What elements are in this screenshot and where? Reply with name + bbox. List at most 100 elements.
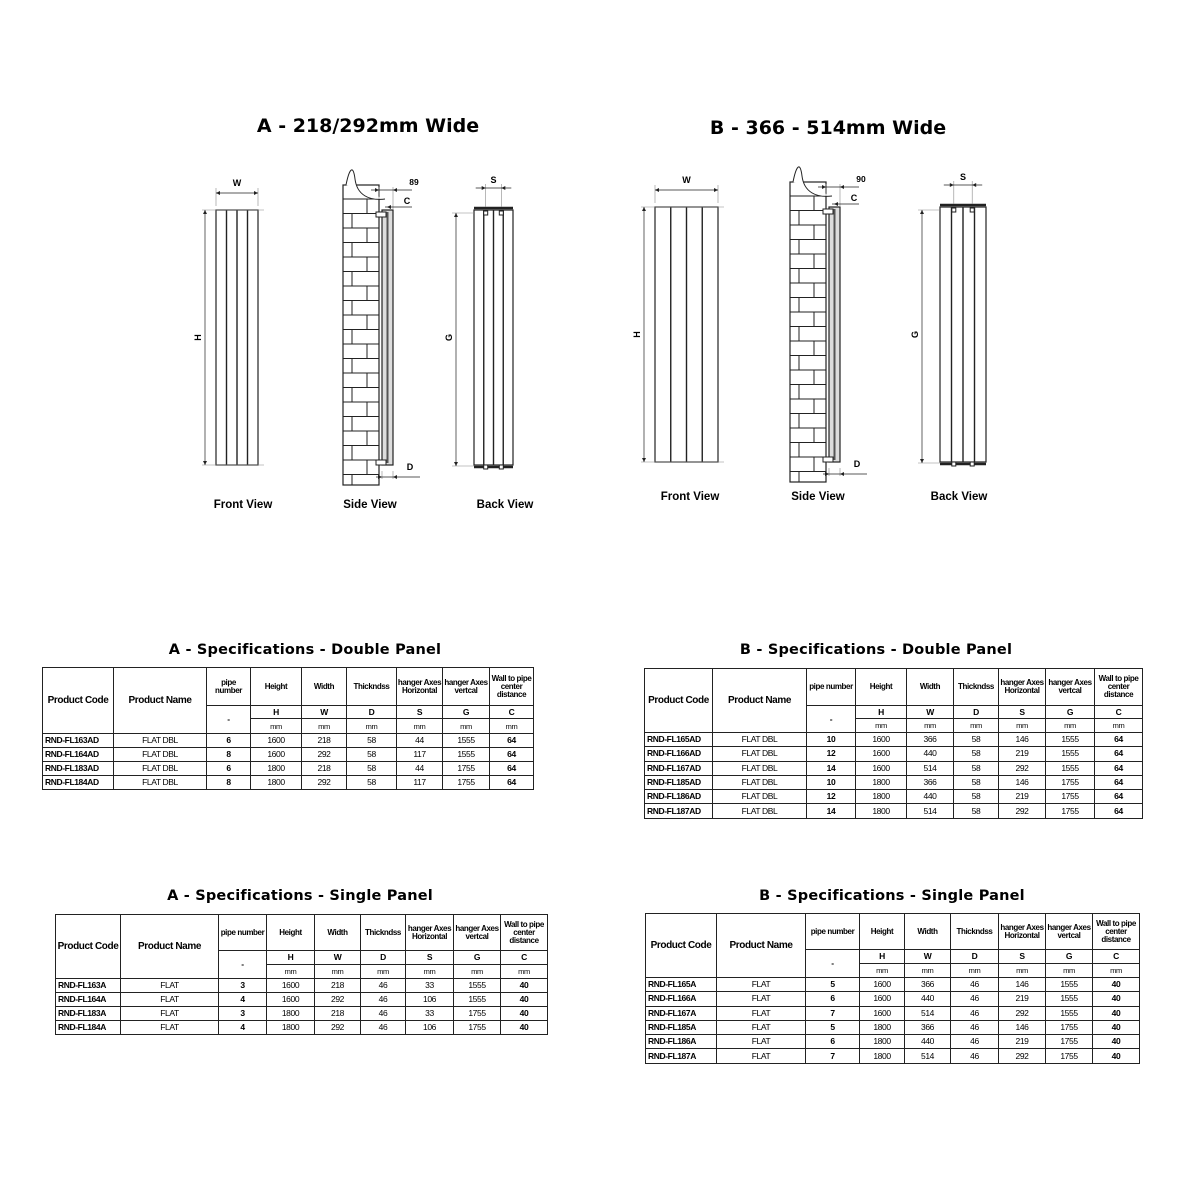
header-column-label: hanger Axes vertcal [442, 667, 490, 706]
product-name-cell: FLAT [120, 1020, 219, 1035]
value-cell: 1800 [266, 1020, 315, 1035]
product-code-cell: RND-FL184A [55, 1020, 121, 1035]
header-column-symbol: H [855, 705, 907, 719]
value-cell: 5 [805, 976, 860, 993]
header-column-label: hanger Axes Horizontal [396, 667, 443, 706]
arrow-head [454, 462, 458, 466]
value-cell: 1800 [855, 789, 907, 805]
value-cell: 1555 [1045, 1005, 1093, 1021]
header-column-unit: mm [301, 718, 347, 734]
value-cell: 64 [489, 775, 534, 790]
value-cell: 440 [906, 789, 954, 805]
arrow-head [840, 472, 844, 476]
value-cell: 1800 [250, 775, 302, 790]
product-name-cell: FLAT [716, 1019, 806, 1036]
product-code-cell: RND-FL163A [55, 978, 121, 993]
product-code-cell: RND-FL166AD [644, 746, 713, 762]
table-row: RND-FL166AD FLAT DBL 12 1600 440 58 219 1555 64 [644, 746, 1143, 762]
value-cell: 1600 [266, 978, 315, 993]
side-view-label: Side View [343, 499, 397, 511]
value-cell: 292 [314, 992, 361, 1007]
value-cell: 1555 [1045, 991, 1093, 1007]
top-bracket [822, 208, 834, 215]
value-cell: 64 [489, 747, 534, 762]
value-cell: 1755 [453, 1020, 501, 1035]
header-column-label: hanger Axes vertcal [1045, 668, 1095, 706]
product-name-cell: FLAT DBL [712, 774, 807, 791]
value-cell: 1555 [1045, 976, 1093, 993]
header-column-unit: mm [346, 718, 397, 734]
table-row: RND-FL184A FLAT 4 1800 292 46 106 1755 40 [55, 1020, 548, 1035]
value-cell: 44 [396, 733, 443, 748]
value-cell: 146 [998, 976, 1046, 993]
table-b-double-title: B - Specifications - Double Panel [739, 642, 1013, 658]
value-cell: 1800 [859, 1048, 905, 1064]
arrow-head [714, 188, 718, 192]
g-label: G [910, 331, 920, 338]
product-name-cell: FLAT [716, 1048, 806, 1064]
header-product-name: Product Name [712, 668, 807, 733]
arrow-head [216, 191, 220, 195]
table-row: RND-FL165AD FLAT DBL 10 1600 366 58 146 1555 64 [644, 731, 1143, 748]
value-cell: 1755 [1045, 1048, 1093, 1064]
header-column-symbol: W [314, 950, 361, 965]
back-view-label: Back View [931, 491, 988, 503]
header-column-unit: mm [442, 718, 490, 734]
value-cell: 12 [806, 746, 856, 762]
value-cell: 292 [301, 747, 347, 762]
header-product-code: Product Code [645, 913, 717, 978]
value-cell: 218 [314, 1006, 361, 1021]
header-column-symbol: G [453, 950, 501, 965]
value-cell: 3 [218, 1006, 267, 1021]
bottom-bracket [375, 459, 387, 466]
value-cell: 8 [206, 775, 251, 790]
value-cell: 40 [1092, 1005, 1140, 1021]
wall-break-curve [792, 166, 833, 197]
product-name-cell: FLAT [120, 978, 219, 993]
product-name-cell: FLAT DBL [113, 775, 207, 790]
header-column-unit: mm [998, 718, 1046, 733]
header-column-unit: mm [859, 963, 905, 978]
table-row: RND-FL185A FLAT 5 1800 366 46 146 1755 40 [645, 1019, 1140, 1036]
value-cell: 218 [301, 733, 347, 748]
header-column-unit: mm [489, 718, 534, 734]
front-view-label: Front View [214, 499, 273, 511]
value-cell: 1600 [859, 976, 905, 993]
value-cell: 10 [806, 731, 856, 748]
value-cell: 292 [998, 803, 1046, 819]
header-column-unit: mm [314, 964, 361, 979]
product-code-cell: RND-FL164AD [42, 747, 114, 762]
table-row: RND-FL186A FLAT 6 1800 440 46 219 1755 40 [645, 1034, 1140, 1050]
value-cell: 1800 [859, 1034, 905, 1050]
value-cell: 440 [904, 1034, 951, 1050]
product-code-cell: RND-FL185AD [644, 774, 713, 791]
table-row: RND-FL163AD FLAT DBL 6 1600 218 58 44 1555 64 [42, 733, 534, 748]
header-column-symbol: D [360, 950, 406, 965]
header-column-symbol: G [442, 705, 490, 719]
value-cell: 58 [346, 761, 397, 776]
wall-bricks [789, 181, 827, 483]
header-column-label: pipe number [218, 914, 267, 951]
hanger-point [951, 207, 957, 213]
value-cell: 5 [805, 1019, 860, 1036]
header-column-symbol: H [266, 950, 315, 965]
header-column-label: Height [250, 667, 302, 706]
arrow-head [375, 188, 379, 192]
value-cell: 40 [1092, 1019, 1140, 1036]
arrow-head [481, 186, 486, 190]
table-row: RND-FL186AD FLAT DBL 12 1800 440 58 219 1755 64 [644, 789, 1143, 805]
value-cell: 58 [953, 746, 999, 762]
header-column-label: Height [855, 668, 907, 706]
s-label: S [490, 175, 496, 185]
s-label: S [960, 172, 966, 182]
value-cell: 40 [1092, 1034, 1140, 1050]
header-column-symbol: S [405, 950, 454, 965]
width-label: W [233, 178, 242, 188]
hanger-point [483, 464, 489, 470]
value-cell: 46 [360, 992, 406, 1007]
header-product-code: Product Code [42, 667, 114, 734]
value-cell: 6 [805, 991, 860, 1007]
hanger-point [951, 461, 957, 467]
value-cell: 1755 [442, 761, 490, 776]
arrow-head [972, 183, 977, 187]
